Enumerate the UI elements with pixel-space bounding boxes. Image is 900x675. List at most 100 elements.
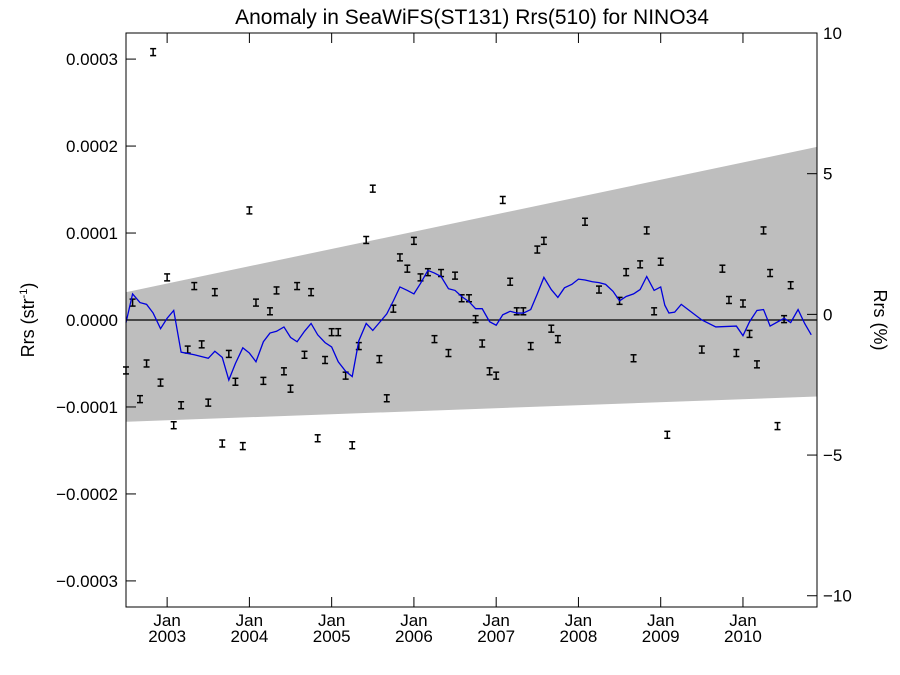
data-point bbox=[294, 281, 301, 291]
data-point bbox=[219, 439, 226, 448]
data-point bbox=[136, 394, 143, 404]
x-tick-label-month: Jan bbox=[565, 611, 592, 630]
y-right-tick-label: 10 bbox=[823, 24, 842, 43]
x-tick-label-month: Jan bbox=[318, 611, 345, 630]
data-point bbox=[287, 384, 294, 393]
data-point bbox=[445, 348, 452, 358]
y-axis-left-ticks: 0.0003 0.0002 0.0001 0.0000 −0.0001 −0.0002 −0… bbox=[56, 50, 136, 591]
data-point bbox=[143, 359, 150, 368]
data-point bbox=[211, 287, 218, 297]
data-point bbox=[314, 434, 321, 443]
y-left-tick-label: −0.0003 bbox=[56, 572, 118, 591]
data-point bbox=[767, 268, 774, 278]
data-point bbox=[582, 217, 589, 226]
data-point bbox=[431, 334, 438, 344]
data-point bbox=[507, 277, 514, 286]
x-tick-label-month: Jan bbox=[153, 611, 180, 630]
data-point bbox=[739, 299, 746, 308]
x-axis-ticks: Jan2003Jan2004Jan2005Jan2006Jan2007Jan20… bbox=[148, 33, 762, 646]
data-point bbox=[760, 226, 767, 235]
x-tick-label-year: 2010 bbox=[724, 627, 762, 646]
data-point bbox=[349, 441, 356, 450]
data-point bbox=[472, 314, 479, 324]
y-axis-left-label: Rrs (str-1) bbox=[18, 283, 38, 358]
x-tick-label-year: 2008 bbox=[560, 627, 598, 646]
y-left-tick-label: 0.0002 bbox=[66, 137, 118, 156]
data-point bbox=[596, 285, 603, 294]
data-point bbox=[630, 354, 637, 363]
data-point bbox=[733, 348, 740, 358]
data-point bbox=[205, 398, 212, 407]
data-point bbox=[499, 195, 506, 205]
x-tick-label-year: 2006 bbox=[395, 627, 433, 646]
data-point bbox=[246, 206, 253, 215]
y-axis-left-label-superscript: -1 bbox=[18, 289, 30, 299]
y-left-tick-label: −0.0001 bbox=[56, 398, 118, 417]
data-point bbox=[191, 281, 198, 291]
data-point bbox=[308, 287, 315, 297]
data-point bbox=[540, 236, 547, 246]
data-point bbox=[479, 339, 486, 348]
data-point bbox=[232, 377, 239, 386]
x-tick-label-month: Jan bbox=[236, 611, 263, 630]
data-point bbox=[198, 340, 205, 349]
y-axis-left-label-end: ) bbox=[18, 283, 38, 289]
x-tick-label-month: Jan bbox=[647, 611, 674, 630]
data-point bbox=[273, 286, 280, 295]
data-point bbox=[486, 367, 493, 376]
data-point bbox=[369, 184, 376, 193]
y-right-tick-label: −10 bbox=[823, 587, 852, 606]
data-point bbox=[280, 367, 287, 376]
data-point bbox=[301, 350, 308, 360]
data-point bbox=[164, 273, 171, 282]
data-point bbox=[225, 349, 232, 359]
data-point bbox=[322, 355, 329, 365]
chart-title: Anomaly in SeaWiFS(ST131) Rrs(510) for N… bbox=[235, 6, 709, 29]
data-point bbox=[266, 307, 273, 316]
data-point bbox=[637, 260, 644, 269]
y-axis-right-label: Rrs (%) bbox=[870, 290, 890, 351]
data-point bbox=[781, 314, 788, 324]
x-tick-label-month: Jan bbox=[729, 611, 756, 630]
data-point bbox=[129, 298, 136, 307]
data-point bbox=[719, 264, 726, 273]
data-point bbox=[178, 401, 185, 410]
uncertainty-band bbox=[126, 146, 817, 422]
y-left-tick-label: 0.0001 bbox=[66, 224, 118, 243]
x-tick-label-year: 2007 bbox=[477, 627, 515, 646]
data-point bbox=[493, 371, 500, 380]
data-point bbox=[787, 280, 794, 290]
data-point bbox=[252, 298, 259, 307]
y-axis-right-ticks: 10 5 0 −5 −10 bbox=[807, 24, 852, 606]
y-axis-left-label-base: Rrs (str bbox=[18, 298, 38, 357]
data-point bbox=[410, 236, 417, 246]
series-layer bbox=[125, 269, 812, 383]
data-point bbox=[623, 267, 630, 277]
x-tick-label-year: 2009 bbox=[642, 627, 680, 646]
x-tick-label-month: Jan bbox=[400, 611, 427, 630]
data-point bbox=[527, 341, 534, 351]
y-left-tick-label: 0.0000 bbox=[66, 311, 118, 330]
data-point bbox=[698, 345, 705, 354]
data-point bbox=[725, 295, 732, 305]
data-point bbox=[643, 226, 650, 235]
y-right-tick-label: −5 bbox=[823, 446, 842, 465]
x-tick-label-month: Jan bbox=[482, 611, 509, 630]
data-point bbox=[746, 329, 753, 339]
data-point bbox=[328, 327, 335, 337]
y-right-tick-label: 5 bbox=[823, 165, 832, 184]
data-point bbox=[363, 235, 370, 245]
data-point bbox=[376, 354, 383, 364]
data-point bbox=[150, 47, 157, 57]
uncertainty-band-layer bbox=[126, 146, 817, 422]
data-point bbox=[657, 257, 664, 266]
data-point bbox=[452, 271, 459, 280]
x-tick-label-year: 2005 bbox=[313, 627, 351, 646]
data-point bbox=[260, 376, 267, 386]
data-point bbox=[404, 264, 411, 273]
y-right-tick-label: 0 bbox=[823, 305, 832, 324]
data-point bbox=[335, 327, 342, 337]
data-point bbox=[534, 245, 541, 254]
data-point bbox=[554, 334, 561, 344]
